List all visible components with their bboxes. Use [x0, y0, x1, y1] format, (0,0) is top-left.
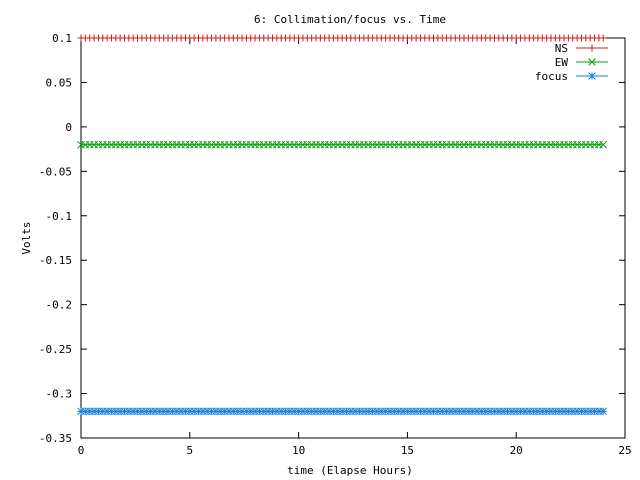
legend-item-focus: focus: [535, 70, 608, 83]
y-tick-label: -0.2: [46, 299, 73, 312]
legend-marker: [588, 58, 596, 66]
y-tick-label: -0.1: [46, 210, 73, 223]
x-tick-label: 5: [186, 444, 193, 457]
chart-title: 6: Collimation/focus vs. Time: [254, 13, 446, 26]
x-tick-label: 15: [401, 444, 414, 457]
series-layer: [77, 34, 608, 416]
series-ns: [77, 34, 607, 42]
y-axis-label: Volts: [20, 221, 33, 254]
legend-item-ew: EW: [555, 56, 608, 69]
data-point: [599, 407, 608, 416]
y-tick-label: -0.15: [39, 254, 72, 267]
axis-ticks: 0 5 10 15 20 25 0.1 0.05 0 -0.05 -0.1 -0.15 -0.2 -0.2…: [39, 32, 632, 457]
y-tick-label: -0.05: [39, 165, 72, 178]
legend-marker: [588, 72, 596, 80]
legend-item-ns: NS: [555, 42, 608, 55]
y-tick-label: 0.1: [52, 32, 72, 45]
y-tick-label: -0.35: [39, 432, 72, 445]
legend-label: EW: [555, 56, 569, 69]
series-ew: [77, 140, 608, 149]
x-tick-label: 25: [618, 444, 631, 457]
data-point: [599, 34, 607, 42]
legend-marker: [588, 44, 596, 52]
x-tick-label: 0: [78, 444, 85, 457]
y-tick-label: -0.3: [46, 388, 73, 401]
y-tick-label: 0: [65, 121, 72, 134]
plot-frame: [80, 37, 626, 439]
data-point: [599, 140, 608, 149]
x-tick-label: 20: [510, 444, 523, 457]
x-tick-label: 10: [292, 444, 305, 457]
x-axis-label: time (Elapse Hours): [287, 464, 413, 477]
y-tick-label: -0.25: [39, 343, 72, 356]
legend-label: NS: [555, 42, 568, 55]
legend-label: focus: [535, 70, 568, 83]
series-focus: [77, 407, 608, 416]
y-tick-label: 0.05: [46, 76, 73, 89]
